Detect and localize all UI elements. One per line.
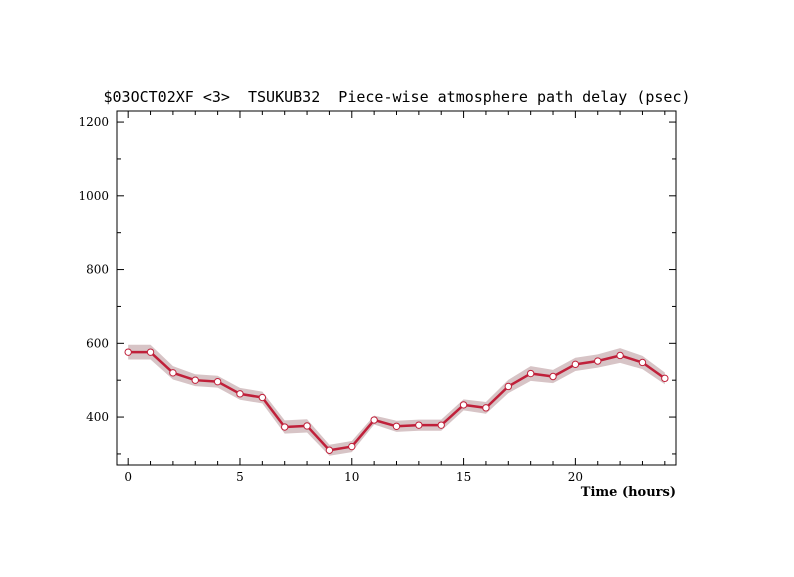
data-point [437, 421, 445, 429]
data-point [191, 376, 199, 384]
chart-title: $03OCT02XF <3> TSUKUB32 Piece-wise atmos… [104, 88, 691, 106]
data-point [236, 390, 244, 398]
data-point [594, 357, 602, 365]
x-tick-label: 10 [344, 470, 359, 484]
data-point [370, 416, 378, 424]
axis-ticks [117, 111, 676, 465]
data-point [146, 348, 155, 356]
error-band-group [128, 344, 665, 456]
tick-labels-group: 0 5 10 15 20 400 600 800 1000 1200 [78, 115, 583, 484]
data-point [325, 446, 334, 454]
x-tick-label: 20 [568, 470, 583, 484]
data-point [258, 393, 267, 402]
data-point [638, 358, 647, 367]
data-point [303, 422, 311, 430]
data-point [661, 374, 669, 383]
data-point [549, 372, 557, 381]
y-tick-label: 400 [86, 410, 109, 424]
y-tick-label: 1000 [78, 189, 109, 203]
y-tick-label: 600 [86, 336, 109, 350]
plot-frame [116, 110, 677, 466]
x-tick-label: 15 [456, 470, 471, 484]
data-point [482, 404, 490, 412]
x-tick-label: 0 [124, 470, 132, 484]
data-point [213, 377, 222, 386]
data-point [571, 360, 580, 369]
data-point [459, 401, 468, 409]
data-point [281, 423, 289, 431]
data-point [504, 382, 512, 391]
error-band [128, 344, 665, 456]
data-point [124, 348, 132, 356]
data-point [169, 369, 177, 377]
data-point [415, 421, 423, 429]
data-point [348, 442, 356, 451]
data-point [392, 422, 401, 430]
y-tick-label: 800 [86, 263, 109, 277]
data-point [616, 351, 624, 360]
x-tick-label: 5 [236, 470, 244, 484]
points-group [124, 348, 669, 454]
x-axis-label: Time (hours) [581, 485, 676, 500]
y-tick-label: 1200 [78, 115, 109, 129]
data-point [526, 369, 535, 378]
